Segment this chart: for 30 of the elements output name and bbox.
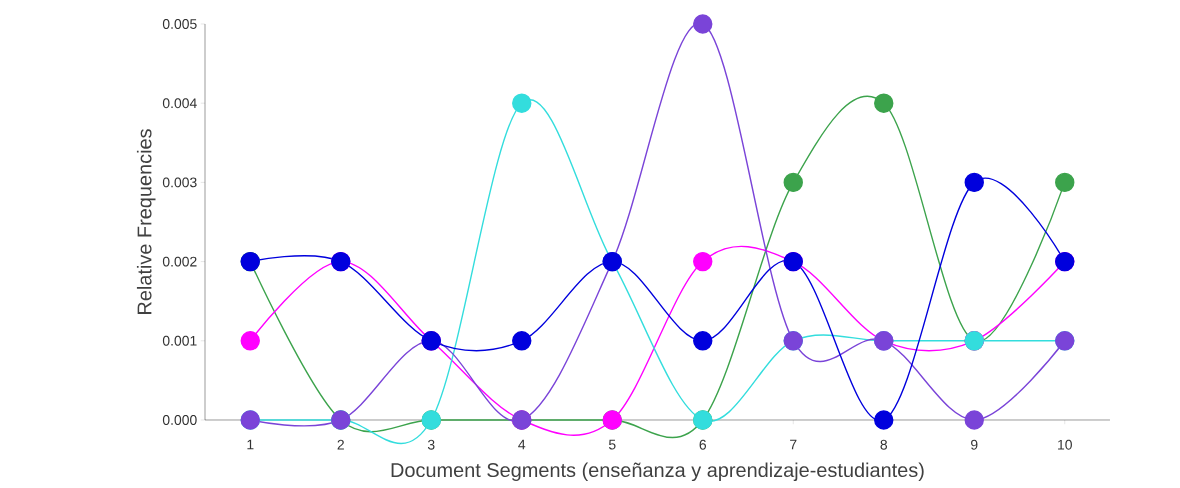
point [512,331,532,351]
point [874,410,894,430]
x-tick-label: 4 [518,439,526,450]
point [240,331,260,351]
y-tick-label: 0.003 [162,177,197,188]
y-axis-title: Relative Frequencies [136,129,156,314]
x-tick-label: 8 [880,439,888,450]
point [512,93,532,113]
x-tick-label: 1 [247,439,254,450]
point [1055,172,1075,193]
y-tick-label: 0.005 [162,19,197,29]
x-tick-label: 5 [608,439,616,450]
y-tick-label: 0.004 [162,98,197,109]
point [693,331,713,351]
y-tick-label: 0.001 [162,335,197,346]
y-tick-label: 0.000 [162,415,197,425]
point [693,14,713,34]
y-tick-label: 0.002 [162,256,197,267]
x-axis-title: Document Segments (enseñanza y aprendizaje-estudiantes) [391,462,924,482]
point [964,172,984,193]
point [693,251,713,272]
x-tick-label: 9 [971,439,978,450]
x-tick-label: 6 [699,439,707,450]
x-tick-label: 7 [790,439,797,450]
x-tick-label: 3 [427,439,435,450]
point [874,93,894,113]
x-tick-label: 2 [337,439,344,450]
x-tick-label: 10 [1058,439,1072,450]
point [783,172,803,193]
point [964,410,984,430]
